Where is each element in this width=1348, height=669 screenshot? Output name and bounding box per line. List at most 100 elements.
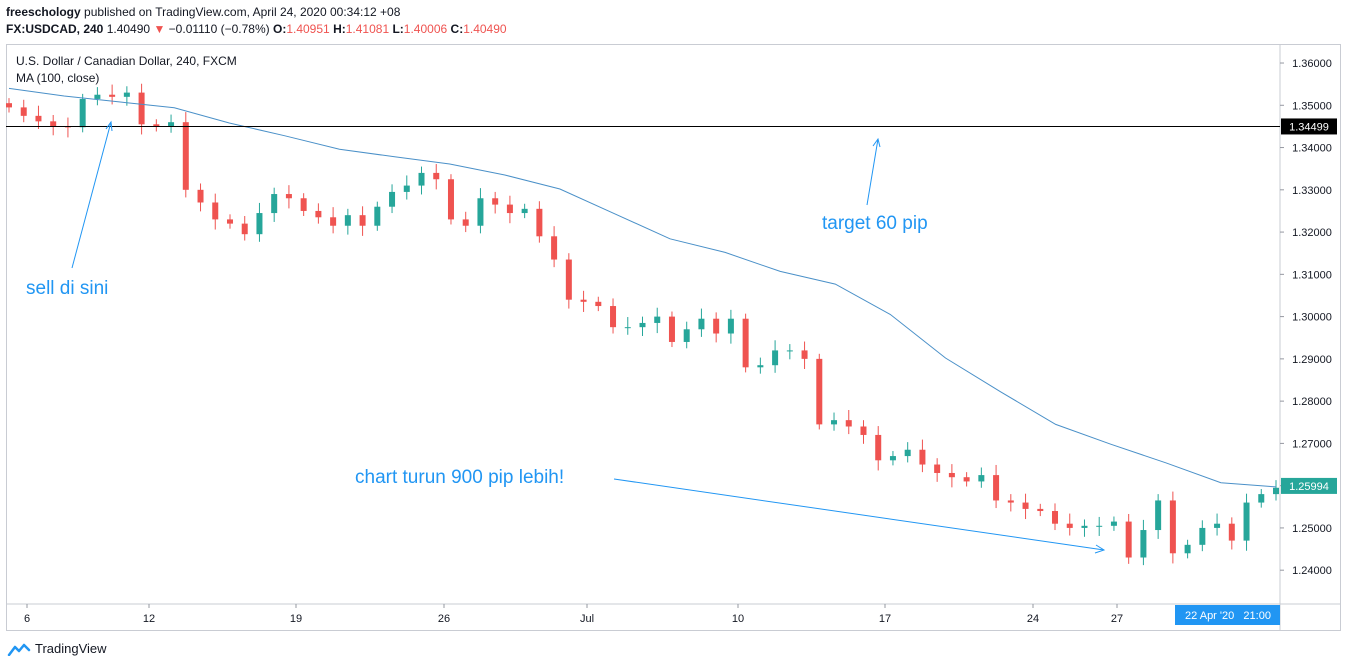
high-value: 1.41081	[345, 22, 390, 36]
candle-body	[477, 198, 484, 226]
candle-body	[1155, 500, 1162, 531]
sell-arrow	[71, 121, 112, 269]
candle-body	[389, 191, 396, 207]
open-label: O:	[272, 22, 287, 36]
candle-body	[212, 202, 219, 220]
time-tag: 22 Apr '20 21:00	[1175, 605, 1280, 625]
candle-body	[1052, 511, 1059, 524]
author-name[interactable]: freeschology	[6, 5, 81, 19]
candle-body	[831, 420, 838, 425]
candle-body	[1110, 521, 1117, 526]
tradingview-cloud-icon	[7, 643, 31, 656]
x-tick-label: 6	[24, 613, 30, 625]
price-change: −0.01110 (−0.78%)	[168, 22, 270, 36]
annotation-drop[interactable]: chart turun 900 pip lebih!	[355, 467, 1106, 554]
sell-label: sell di sini	[26, 278, 108, 299]
candle-body	[801, 350, 808, 359]
candle-body	[271, 194, 278, 214]
sell-arrow-head	[105, 120, 113, 132]
x-tick-label: 17	[879, 613, 891, 625]
candle-body	[1169, 500, 1176, 554]
y-tick-label: 1.27000	[1292, 438, 1332, 450]
candle-body	[1228, 523, 1235, 541]
x-tick-label: 24	[1027, 613, 1039, 625]
candle-body	[462, 219, 469, 226]
candle-body	[1273, 487, 1279, 495]
candle-body	[875, 434, 882, 461]
candle-body	[403, 185, 410, 192]
target-arrow	[866, 138, 879, 206]
tradingview-logo[interactable]: TradingView	[7, 641, 107, 656]
ma-line	[8, 87, 1277, 488]
candle-body	[50, 121, 57, 127]
candle-body	[1199, 527, 1206, 545]
drop-arrow	[613, 478, 1105, 551]
candle-body	[816, 358, 823, 425]
candle-body	[226, 219, 233, 224]
y-tick-label: 1.30000	[1292, 312, 1332, 324]
candle-body	[934, 464, 941, 473]
candle-body	[79, 98, 86, 128]
candle-body	[757, 365, 764, 368]
x-tick-label: 12	[143, 613, 155, 625]
low-label: L:	[392, 22, 404, 36]
annotation-target[interactable]: target 60 pip	[822, 137, 928, 234]
candle-body	[35, 115, 42, 122]
candle-body	[330, 217, 337, 226]
x-tick-label: 27	[1111, 613, 1123, 625]
y-tick-label: 1.33000	[1292, 185, 1332, 197]
candle-body	[845, 420, 852, 427]
candle-body	[963, 477, 970, 482]
candle-body	[1214, 523, 1221, 528]
candle-body	[492, 198, 499, 205]
x-tick-label: 19	[290, 613, 302, 625]
ma-legend: MA (100, close)	[16, 71, 99, 85]
down-triangle-icon: ▼	[153, 22, 166, 36]
candle-body	[418, 172, 425, 186]
candle-body	[1007, 500, 1014, 503]
candle-body	[1096, 525, 1103, 527]
price-axis[interactable]: 1.36000 1.35000 1.34000 1.33000 1.32000 1.310…	[1280, 58, 1332, 577]
symbol-label: FX:USDCAD, 240	[6, 22, 104, 36]
y-tick-label: 1.24000	[1292, 565, 1332, 577]
y-tick-label: 1.36000	[1292, 58, 1332, 70]
publication-line: freeschology published on TradingView.co…	[6, 5, 400, 19]
candle-body	[551, 236, 558, 260]
candle-body	[344, 215, 351, 226]
candle-body	[300, 198, 307, 211]
y-tick-label: 1.31000	[1292, 269, 1332, 281]
symbol-title: U.S. Dollar / Canadian Dollar, 240, FXCM	[16, 54, 237, 68]
last-price: 1.40490	[106, 22, 151, 36]
candle-body	[639, 322, 646, 328]
candle-body	[978, 475, 985, 482]
chart-frame	[6, 44, 1341, 631]
candle-body	[595, 301, 602, 307]
candle-body	[168, 122, 175, 127]
y-tick-label: 1.28000	[1292, 396, 1332, 408]
time-axis[interactable]: 6 12 19 26 Jul 10 17 24 27	[24, 604, 1123, 625]
level-tag-label: 1.34499	[1289, 121, 1329, 133]
close-value: 1.40490	[463, 22, 507, 36]
annotation-sell[interactable]: sell di sini	[26, 120, 113, 299]
close-label: C:	[450, 22, 464, 36]
candle-body	[285, 194, 292, 199]
x-tick-label: 26	[438, 613, 450, 625]
candle-body	[904, 449, 911, 457]
candle-body	[374, 206, 381, 226]
open-value: 1.40951	[286, 22, 330, 36]
y-tick-label: 1.25000	[1292, 523, 1332, 535]
y-tick-label: 1.29000	[1292, 354, 1332, 366]
publication-header: freeschology published on TradingView.co…	[0, 0, 1348, 40]
y-tick-label: 1.34000	[1292, 143, 1332, 155]
candle-body	[993, 475, 1000, 501]
candle-body	[1125, 521, 1132, 558]
candle-body	[683, 329, 690, 342]
candle-body	[315, 210, 322, 218]
candle-body	[1243, 502, 1250, 541]
candle-body	[1140, 530, 1147, 558]
x-tick-label: 10	[732, 613, 744, 625]
candle-body	[359, 215, 366, 226]
ohlc-line: FX:USDCAD, 240 1.40490 ▼ −0.01110 (−0.78…	[6, 22, 507, 36]
time-tag-label: 22 Apr '20 21:00	[1185, 610, 1271, 622]
